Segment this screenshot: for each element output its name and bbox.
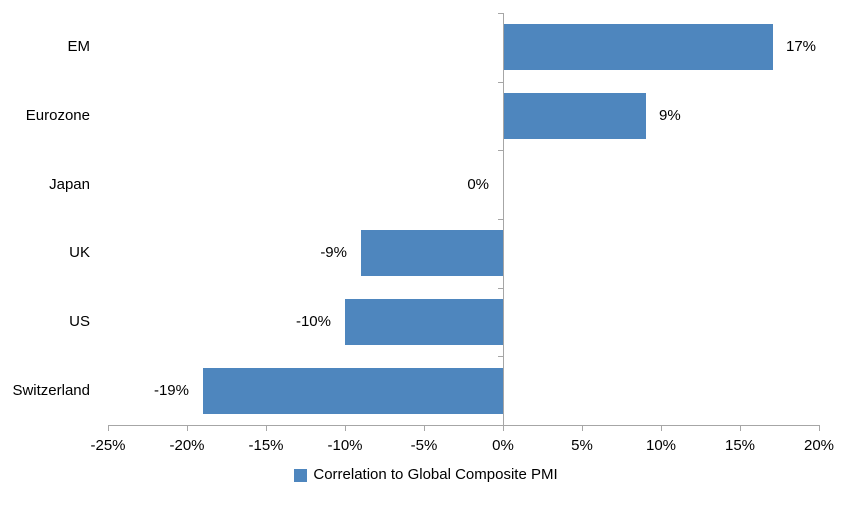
x-tick-label: -20% (169, 437, 205, 454)
x-tick-label: -25% (90, 437, 126, 454)
y-tick (498, 150, 503, 151)
value-label-eurozone: 9% (659, 107, 681, 124)
x-tick (266, 425, 267, 431)
y-tick (498, 356, 503, 357)
x-tick (582, 425, 583, 431)
legend-label: Correlation to Global Composite PMI (313, 466, 558, 483)
x-tick-label: 15% (724, 437, 756, 454)
x-tick-label: 5% (571, 437, 593, 454)
y-tick (498, 219, 503, 220)
x-tick-label: -15% (248, 437, 284, 454)
x-tick (503, 425, 504, 431)
x-tick (740, 425, 741, 431)
value-label-japan: 0% (467, 176, 489, 193)
legend: Correlation to Global Composite PMI (0, 466, 852, 484)
bar-us (345, 299, 503, 345)
x-tick-label: -5% (410, 437, 438, 454)
y-axis-line (503, 13, 504, 425)
category-label-switzerland: Switzerland (12, 382, 90, 399)
value-label-us: -10% (295, 313, 331, 330)
x-tick (661, 425, 662, 431)
bar-em (504, 24, 773, 70)
bar-switzerland (202, 368, 503, 414)
x-tick (424, 425, 425, 431)
y-tick (498, 288, 503, 289)
x-tick-label: 10% (645, 437, 677, 454)
y-tick (498, 425, 503, 426)
category-label-us: US (69, 313, 90, 330)
x-tick (187, 425, 188, 431)
x-tick-label: 0% (492, 437, 514, 454)
category-label-japan: Japan (49, 176, 90, 193)
category-label-eurozone: Eurozone (25, 107, 90, 124)
category-label-uk: UK (69, 244, 90, 261)
y-tick (498, 82, 503, 83)
value-label-uk: -9% (320, 244, 347, 261)
bar-uk (360, 230, 503, 276)
x-tick (819, 425, 820, 431)
x-tick (345, 425, 346, 431)
x-tick-label: -10% (327, 437, 363, 454)
x-tick (108, 425, 109, 431)
legend-square-icon (294, 468, 308, 482)
value-label-em: 17% (786, 38, 817, 55)
category-label-em: EM (67, 38, 91, 55)
x-axis-line (108, 425, 820, 426)
bar-eurozone (504, 93, 647, 139)
value-label-switzerland: -19% (153, 382, 189, 399)
y-tick (498, 13, 503, 14)
x-tick-label: 20% (803, 437, 835, 454)
